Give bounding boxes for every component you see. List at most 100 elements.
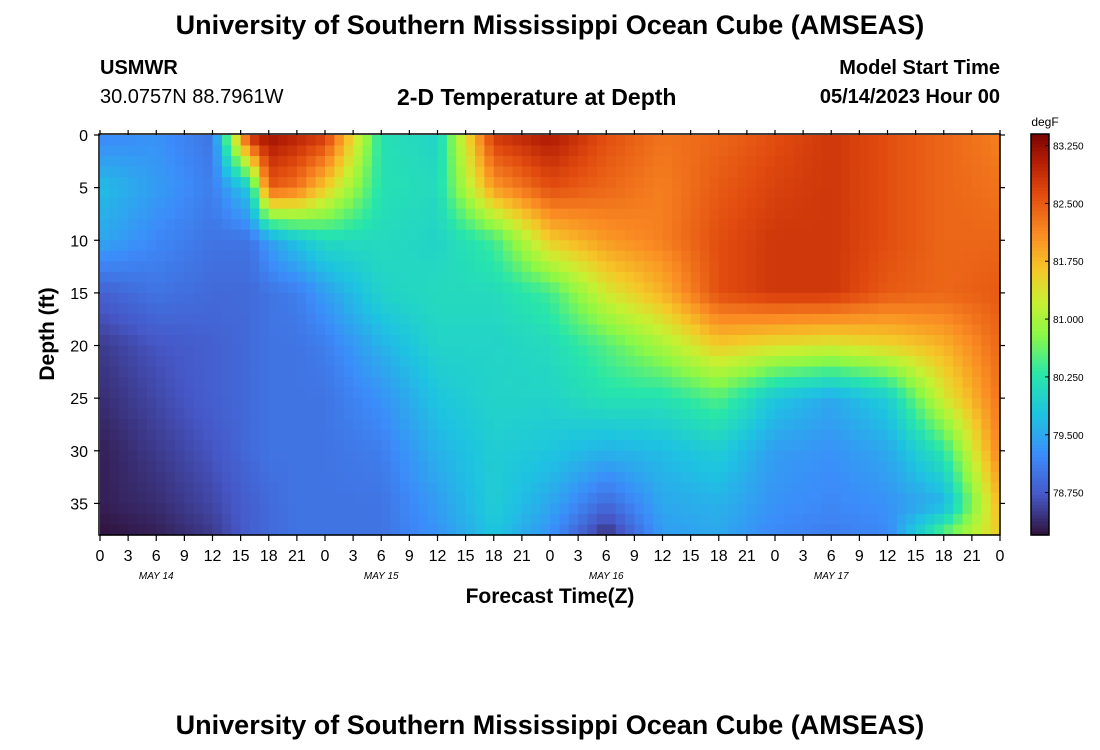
heatmap-cell xyxy=(775,492,785,505)
heatmap-cell xyxy=(765,166,776,178)
heatmap-cell xyxy=(296,482,307,494)
heatmap-cell xyxy=(803,345,814,357)
heatmap-cell xyxy=(681,356,692,368)
heatmap-cell xyxy=(465,166,476,178)
heatmap-cell xyxy=(165,229,176,241)
heatmap-cell xyxy=(465,398,476,410)
heatmap-cell xyxy=(559,471,570,483)
heatmap-cell xyxy=(137,145,148,157)
heatmap-cell xyxy=(165,135,176,147)
heatmap-cell xyxy=(165,398,176,410)
heatmap-cell xyxy=(728,440,739,452)
heatmap-cell xyxy=(381,471,392,483)
heatmap-cell xyxy=(493,198,504,210)
heatmap-cell xyxy=(934,387,945,399)
heatmap-cell xyxy=(306,177,317,189)
heatmap-cell xyxy=(793,219,804,231)
heatmap-cell xyxy=(456,261,467,273)
heatmap-cell xyxy=(203,513,214,526)
heatmap-cell xyxy=(690,187,701,199)
heatmap-cell xyxy=(540,177,551,189)
heatmap-cell xyxy=(953,524,964,536)
heatmap-cell xyxy=(840,282,851,294)
heatmap-cell xyxy=(971,303,982,315)
heatmap-cell xyxy=(700,408,710,420)
heatmap-cell xyxy=(878,356,889,368)
heatmap-cell xyxy=(953,208,964,220)
heatmap-cell xyxy=(596,145,607,157)
heatmap-cell xyxy=(728,524,739,536)
heatmap-cell xyxy=(728,387,739,399)
heatmap-cell xyxy=(231,292,242,305)
heatmap-cell xyxy=(278,156,289,168)
heatmap-cell xyxy=(896,366,907,378)
heatmap-cell xyxy=(259,482,270,494)
heatmap-cell xyxy=(859,366,870,378)
heatmap-cell xyxy=(315,471,326,483)
heatmap-cell xyxy=(446,335,457,347)
heatmap-cell xyxy=(231,419,242,431)
heatmap-cell xyxy=(400,261,410,273)
heatmap-cell xyxy=(353,482,364,494)
heatmap-cell xyxy=(240,282,251,294)
heatmap-cell xyxy=(343,261,354,273)
heatmap-cell xyxy=(578,292,589,305)
heatmap-cell xyxy=(137,356,148,368)
colorbar-segment xyxy=(1031,327,1049,332)
heatmap-cell xyxy=(653,282,664,294)
heatmap-cell xyxy=(803,366,814,378)
heatmap-cell xyxy=(418,187,429,199)
colorbar-segment xyxy=(1031,244,1049,249)
heatmap-cell xyxy=(568,324,579,336)
heatmap-cell xyxy=(812,156,823,168)
heatmap-cell xyxy=(896,408,907,420)
heatmap-cell xyxy=(109,513,120,526)
heatmap-cell xyxy=(456,145,467,157)
heatmap-cell xyxy=(475,324,485,336)
heatmap-cell xyxy=(362,377,373,389)
heatmap-cell xyxy=(503,513,514,526)
colorbar-segment xyxy=(1031,264,1049,269)
heatmap-cell xyxy=(662,524,673,536)
heatmap-cell xyxy=(512,292,523,305)
heatmap-cell xyxy=(840,240,851,252)
heatmap-cell xyxy=(803,524,814,536)
heatmap-cell xyxy=(803,240,814,252)
heatmap-cell xyxy=(381,303,392,315)
heatmap-cell xyxy=(446,387,457,399)
heatmap-cell xyxy=(156,156,167,168)
x-tick-label: 21 xyxy=(738,548,756,565)
heatmap-cell xyxy=(512,429,523,441)
heatmap-cell xyxy=(887,524,898,536)
heatmap-cell xyxy=(831,356,842,368)
heatmap-cell xyxy=(671,166,682,178)
heatmap-cell xyxy=(765,387,776,399)
heatmap-cell xyxy=(990,398,1001,410)
heatmap-cell xyxy=(990,135,1001,147)
heatmap-cell xyxy=(831,450,842,462)
heatmap-cell xyxy=(746,419,757,431)
heatmap-cell xyxy=(934,292,945,305)
heatmap-cell xyxy=(550,461,560,473)
heatmap-cell xyxy=(306,198,317,210)
heatmap-cell xyxy=(625,335,635,347)
heatmap-cell xyxy=(128,387,139,399)
heatmap-cell xyxy=(568,345,579,357)
heatmap-cell xyxy=(625,377,635,389)
heatmap-cell xyxy=(118,408,129,420)
heatmap-cell xyxy=(953,345,964,357)
heatmap-cell xyxy=(306,429,317,441)
heatmap-cell xyxy=(887,313,898,326)
heatmap-cell xyxy=(287,240,298,252)
heatmap-cell xyxy=(615,429,626,441)
heatmap-cell xyxy=(278,482,289,494)
heatmap-cell xyxy=(118,271,129,283)
heatmap-cell xyxy=(709,356,720,368)
heatmap-cell xyxy=(587,419,598,431)
heatmap-cell xyxy=(981,240,992,252)
heatmap-cell xyxy=(568,377,579,389)
heatmap-cell xyxy=(962,492,973,505)
heatmap-cell xyxy=(615,292,626,305)
heatmap-cell xyxy=(653,261,664,273)
heatmap-cell xyxy=(109,366,120,378)
